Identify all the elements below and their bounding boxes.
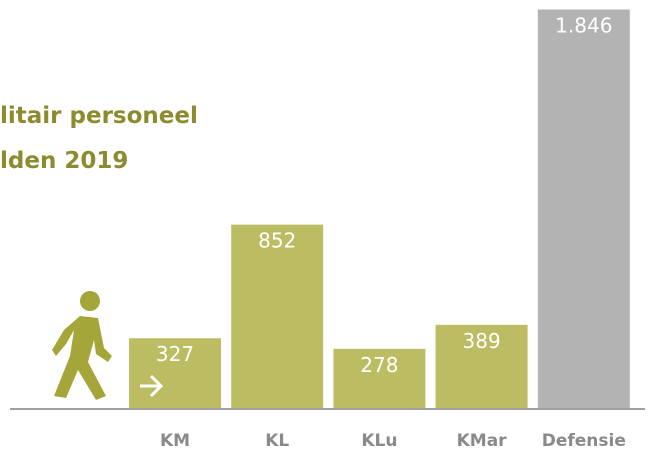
- arrow-icon: [140, 374, 164, 398]
- value-label: 278: [360, 353, 398, 377]
- bar: [435, 324, 528, 409]
- x-tick-label: KM: [160, 431, 190, 451]
- chart-title-line: litair personeel: [0, 103, 198, 129]
- walking-icon: [52, 291, 112, 400]
- value-label: 852: [258, 229, 296, 253]
- value-label: 1.846: [555, 14, 612, 38]
- bar: [231, 224, 324, 409]
- bar: [129, 338, 221, 409]
- bar: [537, 9, 630, 409]
- x-tick-label: KLu: [361, 431, 397, 451]
- bar: [333, 348, 426, 409]
- x-tick-label: KL: [265, 431, 289, 451]
- value-label: 327: [156, 342, 194, 366]
- chart-title-line: lden 2019: [0, 148, 128, 174]
- value-label: 389: [463, 329, 501, 353]
- x-tick-label: Defensie: [542, 431, 626, 451]
- x-tick-label: KMar: [457, 431, 508, 451]
